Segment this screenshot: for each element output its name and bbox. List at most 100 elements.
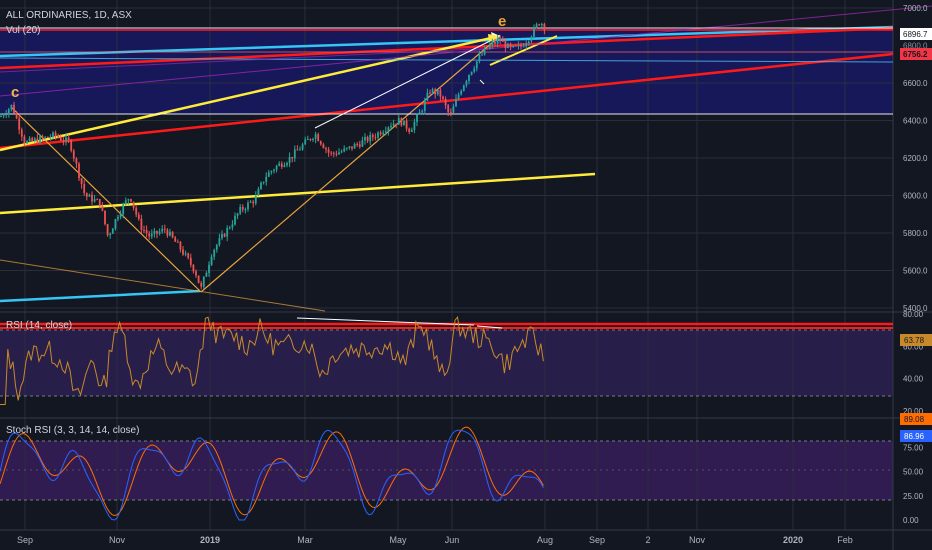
candle-body <box>166 229 169 236</box>
stoch-d-line <box>0 426 544 517</box>
candle-body <box>80 178 83 185</box>
candle-body <box>239 206 242 214</box>
fib-line-lower <box>0 259 326 312</box>
candle-body <box>314 134 317 139</box>
candle-body <box>400 118 403 126</box>
candle-body <box>481 54 483 56</box>
candle-body <box>494 41 496 44</box>
candle-body <box>98 199 101 207</box>
candle-body <box>93 199 96 202</box>
candle-body <box>496 39 499 44</box>
wave-label-c: c <box>11 84 19 101</box>
candle-body <box>522 46 525 48</box>
candle-body <box>512 45 515 47</box>
time-tick-label: 2 <box>645 535 650 545</box>
candle-body <box>358 144 361 147</box>
candle-body <box>304 139 307 145</box>
candle-body <box>509 43 512 47</box>
fib-line-d-e <box>200 35 501 293</box>
symbol-title[interactable]: ALL ORDINARIES, 1D, ASX <box>6 10 132 21</box>
candle-body <box>327 149 330 153</box>
candle-body <box>273 169 275 172</box>
candle-body <box>106 224 109 236</box>
candle-body <box>15 113 18 119</box>
arrow-line-white-2 <box>479 79 485 85</box>
price-tick-label: 5600.0 <box>903 267 928 276</box>
stoch-tick-label: 0.00 <box>903 516 919 525</box>
candle-body <box>361 140 364 147</box>
candle-body <box>439 90 442 97</box>
candle-body <box>405 120 408 129</box>
time-tick-label: 2020 <box>783 535 803 545</box>
candle-body <box>10 104 13 110</box>
candle-body <box>208 264 210 273</box>
candle-body <box>184 253 187 255</box>
candle-body <box>374 137 377 139</box>
price-badge-red: 6756.2 <box>900 48 932 60</box>
candle-body <box>174 237 177 242</box>
arrow-line-white <box>314 35 501 129</box>
stoch-legend[interactable]: Stoch RSI (3, 3, 14, 14, close) <box>6 425 140 436</box>
candle-body <box>345 147 348 149</box>
candle-body <box>234 215 236 225</box>
candle-body <box>418 112 421 115</box>
candle-body <box>262 181 265 183</box>
candle-body <box>33 138 36 141</box>
candle-body <box>127 199 130 201</box>
candle-body <box>28 138 31 142</box>
candle-body <box>75 158 78 164</box>
candle-body <box>501 40 504 42</box>
price-tick-label: 6000.0 <box>903 192 928 201</box>
candle-body <box>85 193 88 197</box>
candle-body <box>132 201 135 208</box>
volume-legend[interactable]: Vol (20) <box>6 25 41 36</box>
rsi-line <box>0 316 544 405</box>
candle-body <box>296 149 299 151</box>
candle-body <box>130 199 132 202</box>
candle-body <box>343 148 346 152</box>
candle-body <box>390 125 392 128</box>
candle-body <box>410 129 413 132</box>
stoch-tick-label: 50.00 <box>903 468 924 477</box>
candle-body <box>26 141 28 144</box>
rsi-legend[interactable]: RSI (14, close) <box>6 320 73 331</box>
rsi-tick-label: 20.00 <box>903 407 924 416</box>
rsi-divergence-line <box>296 317 475 326</box>
candle-body <box>101 206 104 211</box>
candle-body <box>31 138 34 141</box>
candle-body <box>423 100 426 111</box>
candle-body <box>143 229 145 231</box>
candle-body <box>288 156 291 163</box>
svg-text:63.78: 63.78 <box>904 336 925 345</box>
candle-body <box>176 241 179 243</box>
candle-body <box>540 23 543 26</box>
price-tick-label: 5400.0 <box>903 304 928 313</box>
candle-body <box>195 271 197 276</box>
candle-body <box>387 127 390 132</box>
candle-body <box>57 135 60 138</box>
candle-body <box>189 257 192 265</box>
candle-body <box>416 114 418 122</box>
stoch-axis: 75.00 50.00 25.00 0.00 <box>903 443 924 525</box>
time-axis: Sep Nov 2019 Mar May Jun Aug Sep 2 Nov 2020 Feb <box>17 535 853 545</box>
candle-body <box>249 201 252 203</box>
candle-body <box>330 152 333 154</box>
price-tick-label: 6200.0 <box>903 154 928 163</box>
candle-body <box>319 141 322 145</box>
fib-line-c-d <box>11 107 202 293</box>
candle-body <box>408 128 411 132</box>
candle-body <box>429 92 431 94</box>
candle-body <box>91 194 93 202</box>
candle-body <box>478 55 481 62</box>
candle-body <box>114 219 117 229</box>
time-tick-label: Sep <box>17 535 33 545</box>
candle-body <box>449 112 452 114</box>
candle-body <box>124 200 127 205</box>
time-tick-label: Nov <box>109 535 126 545</box>
candle-body <box>366 137 369 142</box>
price-axis: 7000.0 6600.0 6400.0 6200.0 6000.0 5800.0 5600… <box>903 4 928 313</box>
candle-body <box>348 146 351 148</box>
candle-body <box>52 132 54 138</box>
candle-body <box>267 172 270 177</box>
